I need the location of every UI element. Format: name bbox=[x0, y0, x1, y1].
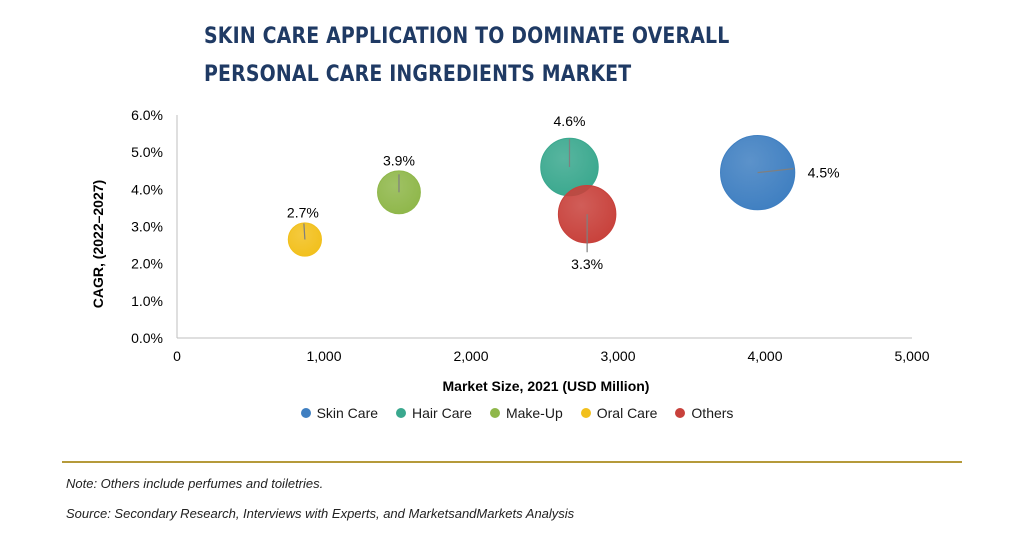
legend-label: Hair Care bbox=[412, 405, 472, 421]
legend-label: Others bbox=[691, 405, 734, 421]
legend-label: Skin Care bbox=[316, 405, 379, 421]
y-tick-label: 3.0% bbox=[131, 219, 163, 235]
legend-marker bbox=[489, 408, 500, 418]
legend-item: Make-Up bbox=[489, 405, 563, 421]
legend-label: Oral Care bbox=[596, 405, 658, 421]
legend-marker bbox=[675, 408, 686, 418]
tick-labels: 0 1,000 2,000 3,000 4,000 5,000 0.0% 1.0% 2.0% 3.… bbox=[131, 107, 930, 364]
label-leader-line bbox=[757, 168, 794, 174]
y-tick-label: 2.0% bbox=[131, 256, 163, 272]
data-label: 4.6% bbox=[554, 113, 586, 129]
legend-marker bbox=[580, 408, 591, 418]
x-tick-label: 3,000 bbox=[600, 348, 635, 364]
x-tick-label: 0 bbox=[173, 348, 181, 364]
y-tick-label: 1.0% bbox=[131, 293, 163, 309]
y-tick-label: 5.0% bbox=[131, 144, 163, 160]
legend-marker bbox=[300, 408, 311, 418]
bubbles bbox=[287, 134, 796, 257]
x-tick-label: 5,000 bbox=[894, 348, 929, 364]
x-tick-label: 1,000 bbox=[306, 348, 341, 364]
y-axis-label: CAGR, (2022–2027) bbox=[90, 180, 106, 308]
label-leader-line bbox=[303, 223, 306, 240]
legend-label: Make-Up bbox=[505, 405, 563, 421]
legend: Skin Care Hair Care Make-Up Oral Care Others bbox=[0, 405, 1024, 421]
x-axis-label: Market Size, 2021 (USD Million) bbox=[443, 378, 650, 394]
data-label: 3.9% bbox=[383, 152, 415, 168]
data-label: 2.7% bbox=[287, 205, 319, 221]
y-tick-label: 0.0% bbox=[131, 330, 163, 346]
note-text: Note: Others include perfumes and toilet… bbox=[66, 476, 324, 491]
y-tick-label: 4.0% bbox=[131, 181, 163, 197]
data-label: 4.5% bbox=[808, 165, 840, 181]
axes bbox=[176, 115, 912, 339]
legend-item: Skin Care bbox=[300, 405, 379, 421]
data-labels: 4.5% 4.6% 3.9% 2.7% 3.3% bbox=[287, 113, 840, 272]
legend-item: Oral Care bbox=[580, 405, 658, 421]
source-text: Source: Secondary Research, Interviews w… bbox=[66, 506, 575, 521]
y-tick-label: 6.0% bbox=[131, 107, 163, 123]
legend-item: Others bbox=[675, 405, 733, 421]
x-tick-label: 4,000 bbox=[747, 348, 782, 364]
legend-marker bbox=[396, 408, 407, 418]
legend-item: Hair Care bbox=[396, 405, 472, 421]
chart-title: SKIN CARE APPLICATION TO DOMINATE OVERAL… bbox=[204, 24, 730, 87]
divider bbox=[62, 461, 962, 463]
data-label: 3.3% bbox=[571, 256, 603, 272]
x-tick-label: 2,000 bbox=[453, 348, 488, 364]
